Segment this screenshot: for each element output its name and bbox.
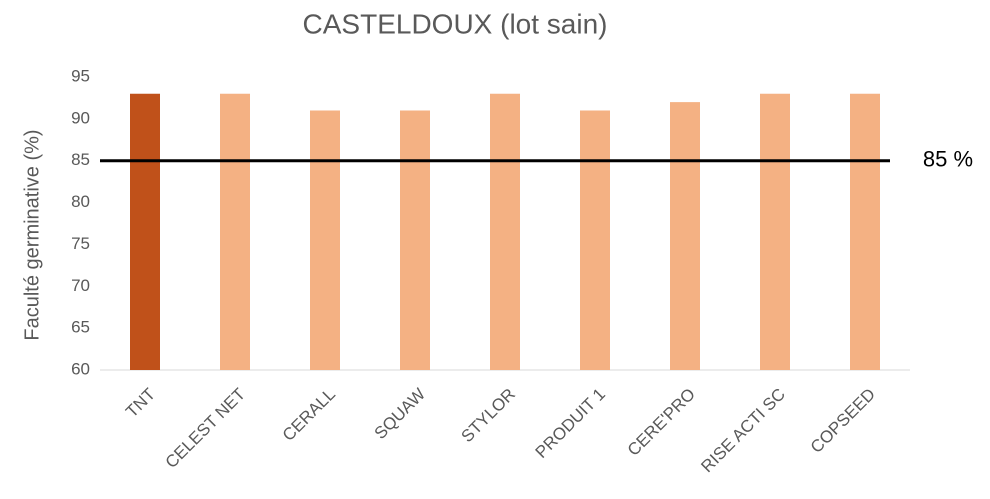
- x-tick-label: CERALL: [279, 385, 339, 445]
- bar: [760, 93, 790, 370]
- y-axis-title: Faculté germinative (%): [21, 129, 43, 340]
- x-tick-label: STYLOR: [457, 385, 519, 447]
- bar: [580, 110, 610, 370]
- x-tick-label: SQUAW: [371, 385, 429, 443]
- y-tick-label: 80: [71, 192, 90, 211]
- bar: [490, 93, 520, 370]
- y-tick-label: 90: [71, 108, 90, 127]
- bar: [670, 102, 700, 370]
- y-tick-label: 75: [71, 234, 90, 253]
- reference-label: 85 %: [923, 147, 973, 172]
- bar: [850, 93, 880, 370]
- y-tick-label: 70: [71, 276, 90, 295]
- y-tick-label: 85: [71, 150, 90, 169]
- x-tick-label: COPSEED: [807, 385, 879, 457]
- y-tick-label: 95: [71, 66, 90, 85]
- y-tick-label: 65: [71, 318, 90, 337]
- x-tick-label: PRODUIT 1: [532, 385, 609, 462]
- chart-title: CASTELDOUX (lot sain): [303, 8, 608, 39]
- x-tick-label: TNT: [122, 385, 159, 422]
- x-tick-label: RISE ACTI SC: [697, 385, 789, 477]
- bar: [220, 93, 250, 370]
- x-tick-label: CERE'PRO: [624, 385, 699, 460]
- y-tick-label: 60: [71, 359, 90, 378]
- x-tick-label: CELEST NET: [162, 385, 249, 472]
- bar: [130, 93, 160, 370]
- bar: [400, 110, 430, 370]
- bar: [310, 110, 340, 370]
